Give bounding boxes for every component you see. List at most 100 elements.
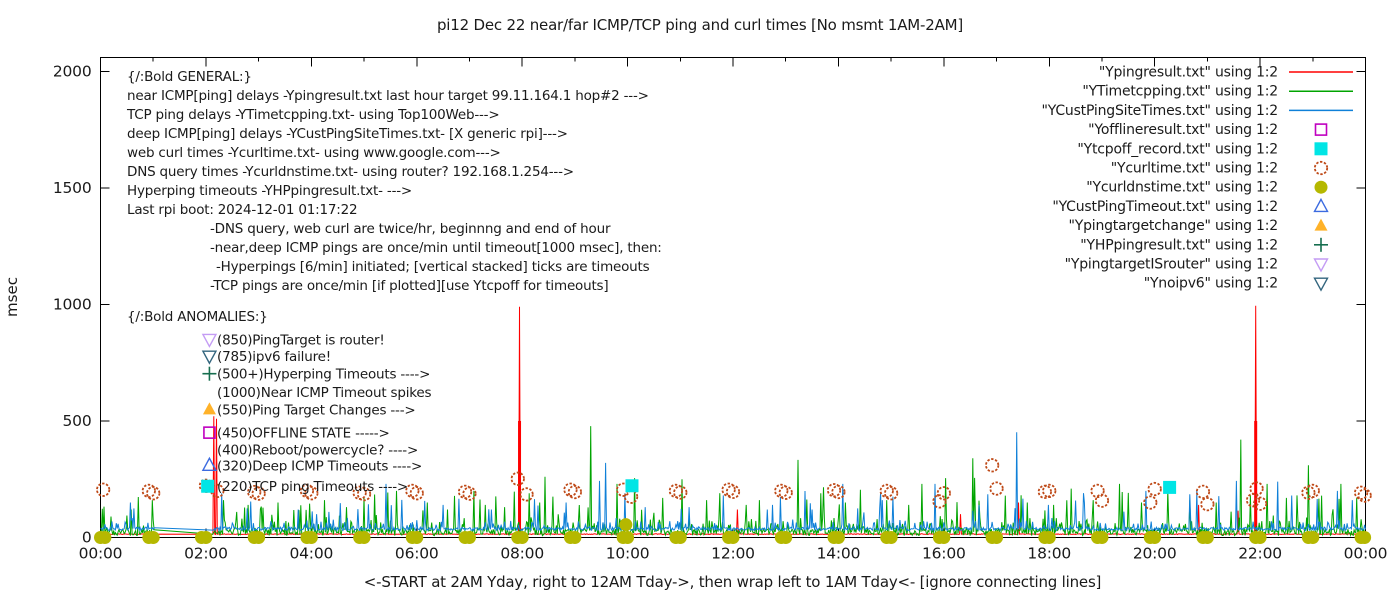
point-Ynoipv6	[201, 350, 218, 365]
legend-label: "YTimetcpping.txt" using 1:2	[1082, 84, 1278, 100]
general-line: {/:Bold GENERAL:}	[127, 69, 252, 85]
point-Ycurltime.txt	[1090, 483, 1105, 498]
point-Ycurltime.txt	[563, 482, 578, 497]
point-Ytcpoff_record.txt	[625, 479, 639, 493]
legend-key-marker	[1313, 258, 1329, 273]
y-axis-ticks: 0 500 1000 1500 2000	[53, 62, 1366, 547]
point-Ycurldnstime.txt	[937, 531, 951, 544]
point-Ycurldnstime.txt	[726, 531, 740, 544]
legend-key-marker	[1314, 180, 1328, 194]
general-line: web curl times -Ycurltime.txt- using www…	[127, 145, 501, 161]
point-Ycurldnstime.txt	[621, 531, 635, 544]
legend-label: "Ypingtargetchange" using 1:2	[1068, 218, 1278, 234]
point-Ypingtargetchange	[202, 402, 216, 415]
legend-key-marker	[1313, 160, 1329, 176]
point-Ycurltime.txt	[304, 486, 319, 501]
general-line: near ICMP[ping] delays -Ypingresult.txt …	[127, 88, 649, 104]
point-YpingtargetISrouter	[201, 333, 218, 348]
legend-label: "Ytcpoff_record.txt" using 1:2	[1077, 141, 1278, 157]
point-Ycurldnstime.txt	[304, 531, 318, 544]
point-Ycurldnstime.txt	[990, 531, 1004, 544]
point-Ycurltime.txt	[884, 486, 899, 501]
legend-label: "Ycurldnstime.txt" using 1:2	[1086, 180, 1278, 196]
point-Ycurldnstime.txt	[252, 531, 266, 544]
x-tick-label: 04:00	[289, 545, 333, 563]
point-Ycurldnstime.txt	[357, 531, 371, 544]
point-Ycurltime.txt	[1252, 496, 1268, 511]
y-tick-label: 0	[82, 529, 92, 547]
point-Ycurltime.txt	[510, 471, 525, 486]
point-Ycurldnstime.txt	[831, 531, 845, 544]
x-tick-label: 18:00	[1027, 545, 1071, 563]
point-Ycurltime.txt	[725, 484, 741, 499]
point-Ycurltime.txt	[519, 487, 534, 502]
anomaly-label: (550)Ping Target Changes --->	[217, 402, 416, 418]
point-Ycurltime.txt	[1305, 483, 1320, 498]
point-Ycurldnstime.txt	[779, 531, 793, 544]
x-tick-label: 08:00	[500, 545, 544, 563]
point-Ycurltime.txt	[96, 482, 111, 497]
legend-key-marker	[1314, 142, 1328, 156]
point-Ycurltime.txt	[251, 486, 266, 501]
anomaly-label: (320)Deep ICMP Timeouts ---->	[217, 458, 422, 474]
point-Ycurltime.txt	[462, 486, 477, 501]
point-Ycurldnstime.txt	[146, 531, 160, 544]
legend-key-marker	[1314, 123, 1328, 136]
point-Ycurltime.txt	[1143, 495, 1158, 510]
series-line-YCustPingSiteTimes.txt	[100, 432, 1366, 533]
point-Ycurldnstime.txt	[1358, 531, 1372, 544]
y-tick-label: 500	[63, 412, 92, 430]
point-Ycurltime.txt	[409, 486, 424, 501]
x-axis-label: <-START at 2AM Yday, right to 12AM Tday-…	[363, 573, 1102, 591]
point-Ycurltime.txt	[210, 483, 225, 498]
point-Yofflineresult.txt	[203, 426, 216, 439]
point-Ycurltime.txt	[932, 494, 947, 509]
point-Ycurltime.txt	[778, 485, 793, 500]
legend-label: "Yofflineresult.txt" using 1:2	[1088, 122, 1278, 138]
point-YCustPingTimeout.txt	[201, 456, 218, 471]
anomaly-label: (400)Reboot/powercycle? ---->	[217, 442, 418, 458]
point-Ycurltime.txt	[721, 482, 736, 497]
point-Ycurltime.txt	[1301, 485, 1316, 500]
x-tick-label: 00:00	[1344, 545, 1388, 563]
point-Ycurltime.txt	[356, 487, 372, 502]
point-Ycurltime.txt	[831, 484, 846, 500]
point-Ycurldnstime.txt	[515, 531, 529, 544]
x-tick-label: 22:00	[1238, 545, 1282, 563]
timeout-stack-Ypingresult.txt	[1254, 420, 1258, 538]
point-Ycurldnstime.txt	[1200, 531, 1214, 544]
anomaly-label: (850)PingTarget is router!	[217, 332, 385, 348]
x-axis-ticks: 00:00 02:00 04:00 06:00 08:00 10:00 12:00 14:00…	[79, 57, 1388, 563]
y-tick-label: 1500	[53, 179, 92, 197]
x-tick-label: 06:00	[395, 545, 439, 563]
point-Ycurltime.txt	[405, 483, 420, 498]
point-Ycurldnstime.txt	[1253, 531, 1267, 544]
legend-label: "YCustPingTimeout.txt" using 1:2	[1052, 199, 1278, 215]
legend-key-marker	[1313, 277, 1329, 292]
point-Ycurldnstime.txt	[1148, 531, 1162, 544]
anomaly-label: (450)OFFLINE STATE ----->	[217, 426, 390, 442]
legend-label: "Ycurltime.txt" using 1:2	[1111, 161, 1278, 177]
point-Ycurldnstime.txt	[884, 531, 898, 544]
point-Ycurldnstime.txt	[410, 531, 424, 544]
point-Ycurltime.txt	[1354, 485, 1369, 500]
anomaly-label: (220)TCP ping Timeouts ---->	[217, 479, 408, 495]
x-tick-label: 14:00	[817, 545, 861, 563]
point-Ycurltime.txt	[985, 458, 1000, 473]
point-Ycurltime.txt	[1249, 481, 1264, 496]
point-Ycurltime.txt	[1195, 484, 1211, 499]
point-Ycurltime.txt	[299, 483, 315, 498]
point-Ycurldnstime.txt	[462, 531, 476, 544]
legend: "Ypingresult.txt" using 1:2 "YTimetcpping…	[1042, 65, 1353, 292]
x-tick-label: 00:00	[79, 545, 123, 563]
general-line: DNS query times -Ycurldnstime.txt- using…	[127, 164, 574, 180]
legend-label: "Ynoipv6" using 1:2	[1144, 276, 1278, 292]
legend-label: "YHPpingresult.txt" using 1:2	[1080, 237, 1278, 253]
general-block: {/:Bold GENERAL:} near ICMP[ping] delays …	[126, 69, 662, 294]
point-Ycurltime.txt	[936, 486, 951, 501]
anomalies-block: {/:Bold ANOMALIES:} (850)PingTarget is ro…	[127, 309, 432, 495]
point-Ycurltime.txt	[1147, 481, 1162, 497]
point-Ycurltime.txt	[146, 486, 161, 501]
